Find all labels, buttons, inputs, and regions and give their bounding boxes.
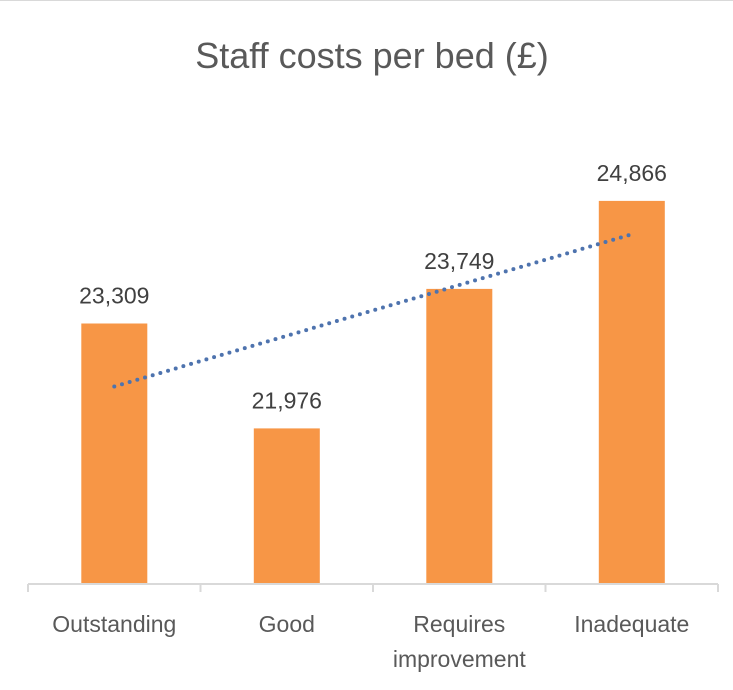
- bar-2: [426, 288, 493, 584]
- trendline: [112, 232, 634, 389]
- value-labels-group: 23,309 21,976 23,749 24,866: [79, 160, 667, 414]
- category-label-1-line-0: Good: [259, 611, 315, 637]
- bars-group: [81, 200, 665, 584]
- bar-3: [598, 200, 665, 584]
- trendline-group: [112, 232, 634, 389]
- category-label-0-line-0: Outstanding: [52, 611, 176, 637]
- category-label-3-line-0: Inadequate: [574, 611, 689, 637]
- x-axis: [27, 583, 719, 592]
- value-label-3: 24,866: [597, 160, 667, 186]
- bar-1: [253, 428, 320, 584]
- category-label-3: Inadequate: [574, 611, 689, 637]
- category-label-1: Good: [259, 611, 315, 637]
- category-label-0: Outstanding: [52, 611, 176, 637]
- value-label-2: 23,749: [424, 248, 494, 274]
- chart-title: Staff costs per bed (£): [195, 35, 549, 76]
- value-label-1: 21,976: [252, 387, 322, 413]
- category-label-2: Requires improvement: [393, 611, 527, 672]
- value-label-0: 23,309: [79, 283, 149, 309]
- bar-0: [81, 323, 148, 584]
- category-label-2-line-0: Requires: [413, 611, 505, 637]
- category-label-2-line-1: improvement: [393, 646, 527, 672]
- category-labels-group: Outstanding Good Requires improvement Inadeq…: [52, 611, 689, 672]
